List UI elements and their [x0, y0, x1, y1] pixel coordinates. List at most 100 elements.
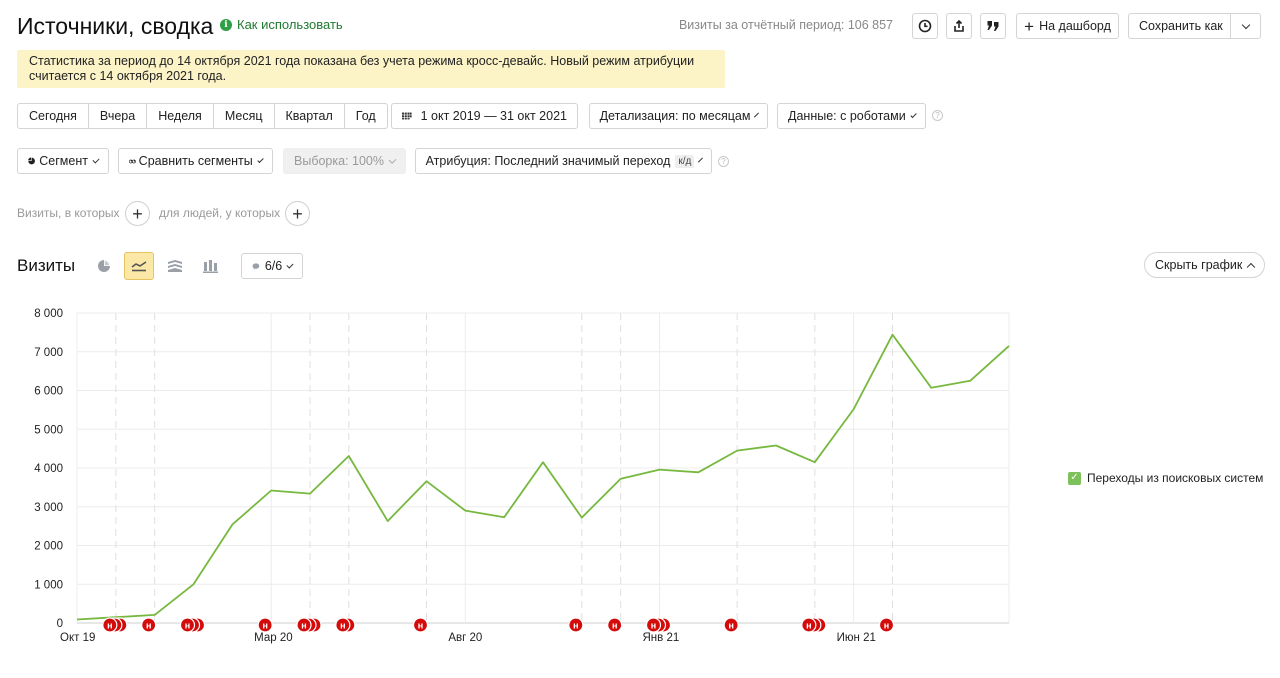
chart-type-pie[interactable] — [89, 252, 119, 280]
period-button[interactable]: Неделя — [147, 104, 214, 128]
x-tick-label: Мар 20 — [254, 632, 293, 644]
feedback-button[interactable] — [980, 13, 1006, 39]
chevron-down-icon — [388, 155, 397, 164]
attribution-notice: Статистика за период до 14 октября 2021 … — [17, 50, 725, 88]
dashboard-label: На дашборд — [1039, 19, 1111, 33]
annotations-dropdown[interactable]: 6/6 — [241, 253, 303, 279]
save-as-label: Сохранить как — [1139, 19, 1223, 33]
annotation-marker — [801, 617, 817, 633]
annotation-marker-label: н — [107, 621, 112, 631]
annotation-marker — [257, 617, 273, 633]
help-icon[interactable]: ? — [932, 110, 943, 121]
chevron-down-icon — [286, 261, 294, 268]
annotation-marker-label: н — [651, 621, 656, 631]
segment-dropdown[interactable]: Сегмент — [17, 148, 109, 174]
cross-device-badge: к/д — [675, 154, 695, 168]
pie-icon — [28, 157, 35, 165]
chevron-down-icon — [257, 156, 264, 163]
y-tick-label: 4 000 — [34, 463, 63, 475]
chevron-down-icon — [698, 157, 704, 162]
pie-chart-icon — [98, 260, 110, 272]
annotation-marker — [296, 617, 312, 633]
y-tick-label: 6 000 — [34, 386, 63, 398]
y-tick-label: 7 000 — [34, 347, 63, 359]
annotation-marker — [568, 617, 584, 633]
y-tick-label: 3 000 — [34, 502, 63, 514]
share-icon — [954, 19, 964, 32]
compare-label: Сравнить сегменты — [138, 154, 253, 168]
annotation-marker — [878, 617, 895, 633]
add-visit-condition-button[interactable]: + — [125, 201, 150, 226]
annotation-marker-label: н — [146, 621, 151, 631]
x-tick-label: Окт 19 — [60, 632, 95, 644]
data-dropdown[interactable]: Данные: с роботами — [777, 103, 926, 129]
chart-type-area[interactable] — [160, 252, 190, 280]
history-button[interactable] — [912, 13, 938, 39]
plus-icon: + — [1024, 16, 1035, 36]
chart-type-line[interactable] — [124, 252, 154, 280]
period-button[interactable]: Квартал — [275, 104, 345, 128]
detail-dropdown[interactable]: Детализация: по месяцам — [589, 103, 768, 129]
save-as-button[interactable]: Сохранить как — [1128, 13, 1261, 39]
period-button[interactable]: Месяц — [214, 104, 275, 128]
chart-legend[interactable]: ✓ Переходы из поисковых систем — [1068, 471, 1263, 485]
annotation-marker — [102, 617, 118, 633]
annotation-marker — [179, 617, 196, 633]
compare-segments-dropdown[interactable]: Сравнить сегменты — [118, 148, 273, 174]
x-tick-label: Июн 21 — [837, 632, 876, 644]
period-button[interactable]: Год — [355, 109, 376, 123]
annotation-marker-label: н — [262, 621, 267, 631]
y-tick-label: 2 000 — [34, 541, 63, 553]
visits-line-chart: 0 1 000 2 000 3 000 4 000 5 000 6 000 7 000 8 00… — [34, 308, 1010, 644]
plus-icon: + — [292, 203, 303, 224]
y-tick-label: 0 — [57, 618, 63, 630]
howto-label: Как использовать — [237, 17, 343, 32]
attribution-dropdown[interactable]: Атрибуция: Последний значимый переход к/… — [415, 148, 712, 174]
annotation-marker-label: н — [418, 621, 423, 631]
date-range-label: 1 окт 2019 — 31 окт 2021 — [420, 109, 567, 123]
annotation-marker-label: н — [612, 621, 617, 631]
annotation-marker — [607, 617, 623, 633]
save-as-dropdown[interactable] — [1230, 14, 1260, 38]
period-button[interactable]: Сегодня — [18, 104, 89, 128]
y-tick-label: 5 000 — [34, 424, 63, 436]
export-button[interactable] — [946, 13, 972, 39]
y-tick-label: 8 000 — [34, 308, 63, 320]
x-tick-label: Янв 21 — [643, 632, 680, 644]
annotation-marker — [335, 617, 351, 633]
visits-condition-label: Визиты, в которых — [17, 206, 120, 220]
stacked-area-icon — [168, 260, 182, 272]
add-people-condition-button[interactable]: + — [285, 201, 310, 226]
clock-icon — [918, 19, 932, 33]
attribution-label: Атрибуция: Последний значимый переход — [425, 154, 671, 168]
chart-title: Визиты — [17, 256, 76, 275]
add-to-dashboard-button[interactable]: + На дашборд — [1016, 13, 1119, 39]
annotation-marker-label: н — [806, 621, 811, 631]
quote-icon — [987, 21, 999, 31]
segment-label: Сегмент — [39, 154, 88, 168]
period-button[interactable]: Вчера — [89, 104, 148, 128]
sample-label: Выборка: 100% — [294, 154, 384, 168]
howto-link[interactable]: i Как использовать — [220, 17, 343, 32]
annotation-marker-label: н — [884, 621, 889, 631]
annotation-marker-label: н — [340, 621, 345, 631]
checkbox-checked-icon[interactable]: ✓ — [1068, 471, 1081, 485]
line-chart-icon — [131, 261, 147, 272]
hide-chart-button[interactable]: Скрыть график — [1144, 252, 1265, 278]
visits-total: Визиты за отчётный период: 106 857 — [678, 18, 893, 32]
date-range-picker[interactable]: 1 окт 2019 — 31 окт 2021 — [391, 103, 578, 129]
legend-series-label: Переходы из поисковых систем — [1087, 471, 1264, 485]
annotations-count: 6/6 — [264, 259, 283, 273]
info-icon: i — [220, 18, 232, 31]
chevron-down-icon — [910, 111, 917, 118]
annotation-marker-label: н — [185, 621, 190, 631]
help-icon[interactable]: ? — [718, 156, 729, 167]
x-tick-label: Авг 20 — [448, 632, 482, 644]
people-condition-label: для людей, у которых — [159, 206, 281, 220]
plus-icon: + — [132, 203, 143, 224]
period-selector: Сегодня Вчера Неделя Месяц Квартал Год — [17, 103, 388, 129]
chart-type-bar[interactable] — [196, 252, 226, 280]
bar-chart-icon — [203, 260, 218, 273]
annotation-marker-label: н — [573, 621, 578, 631]
chevron-down-icon — [1241, 20, 1250, 29]
